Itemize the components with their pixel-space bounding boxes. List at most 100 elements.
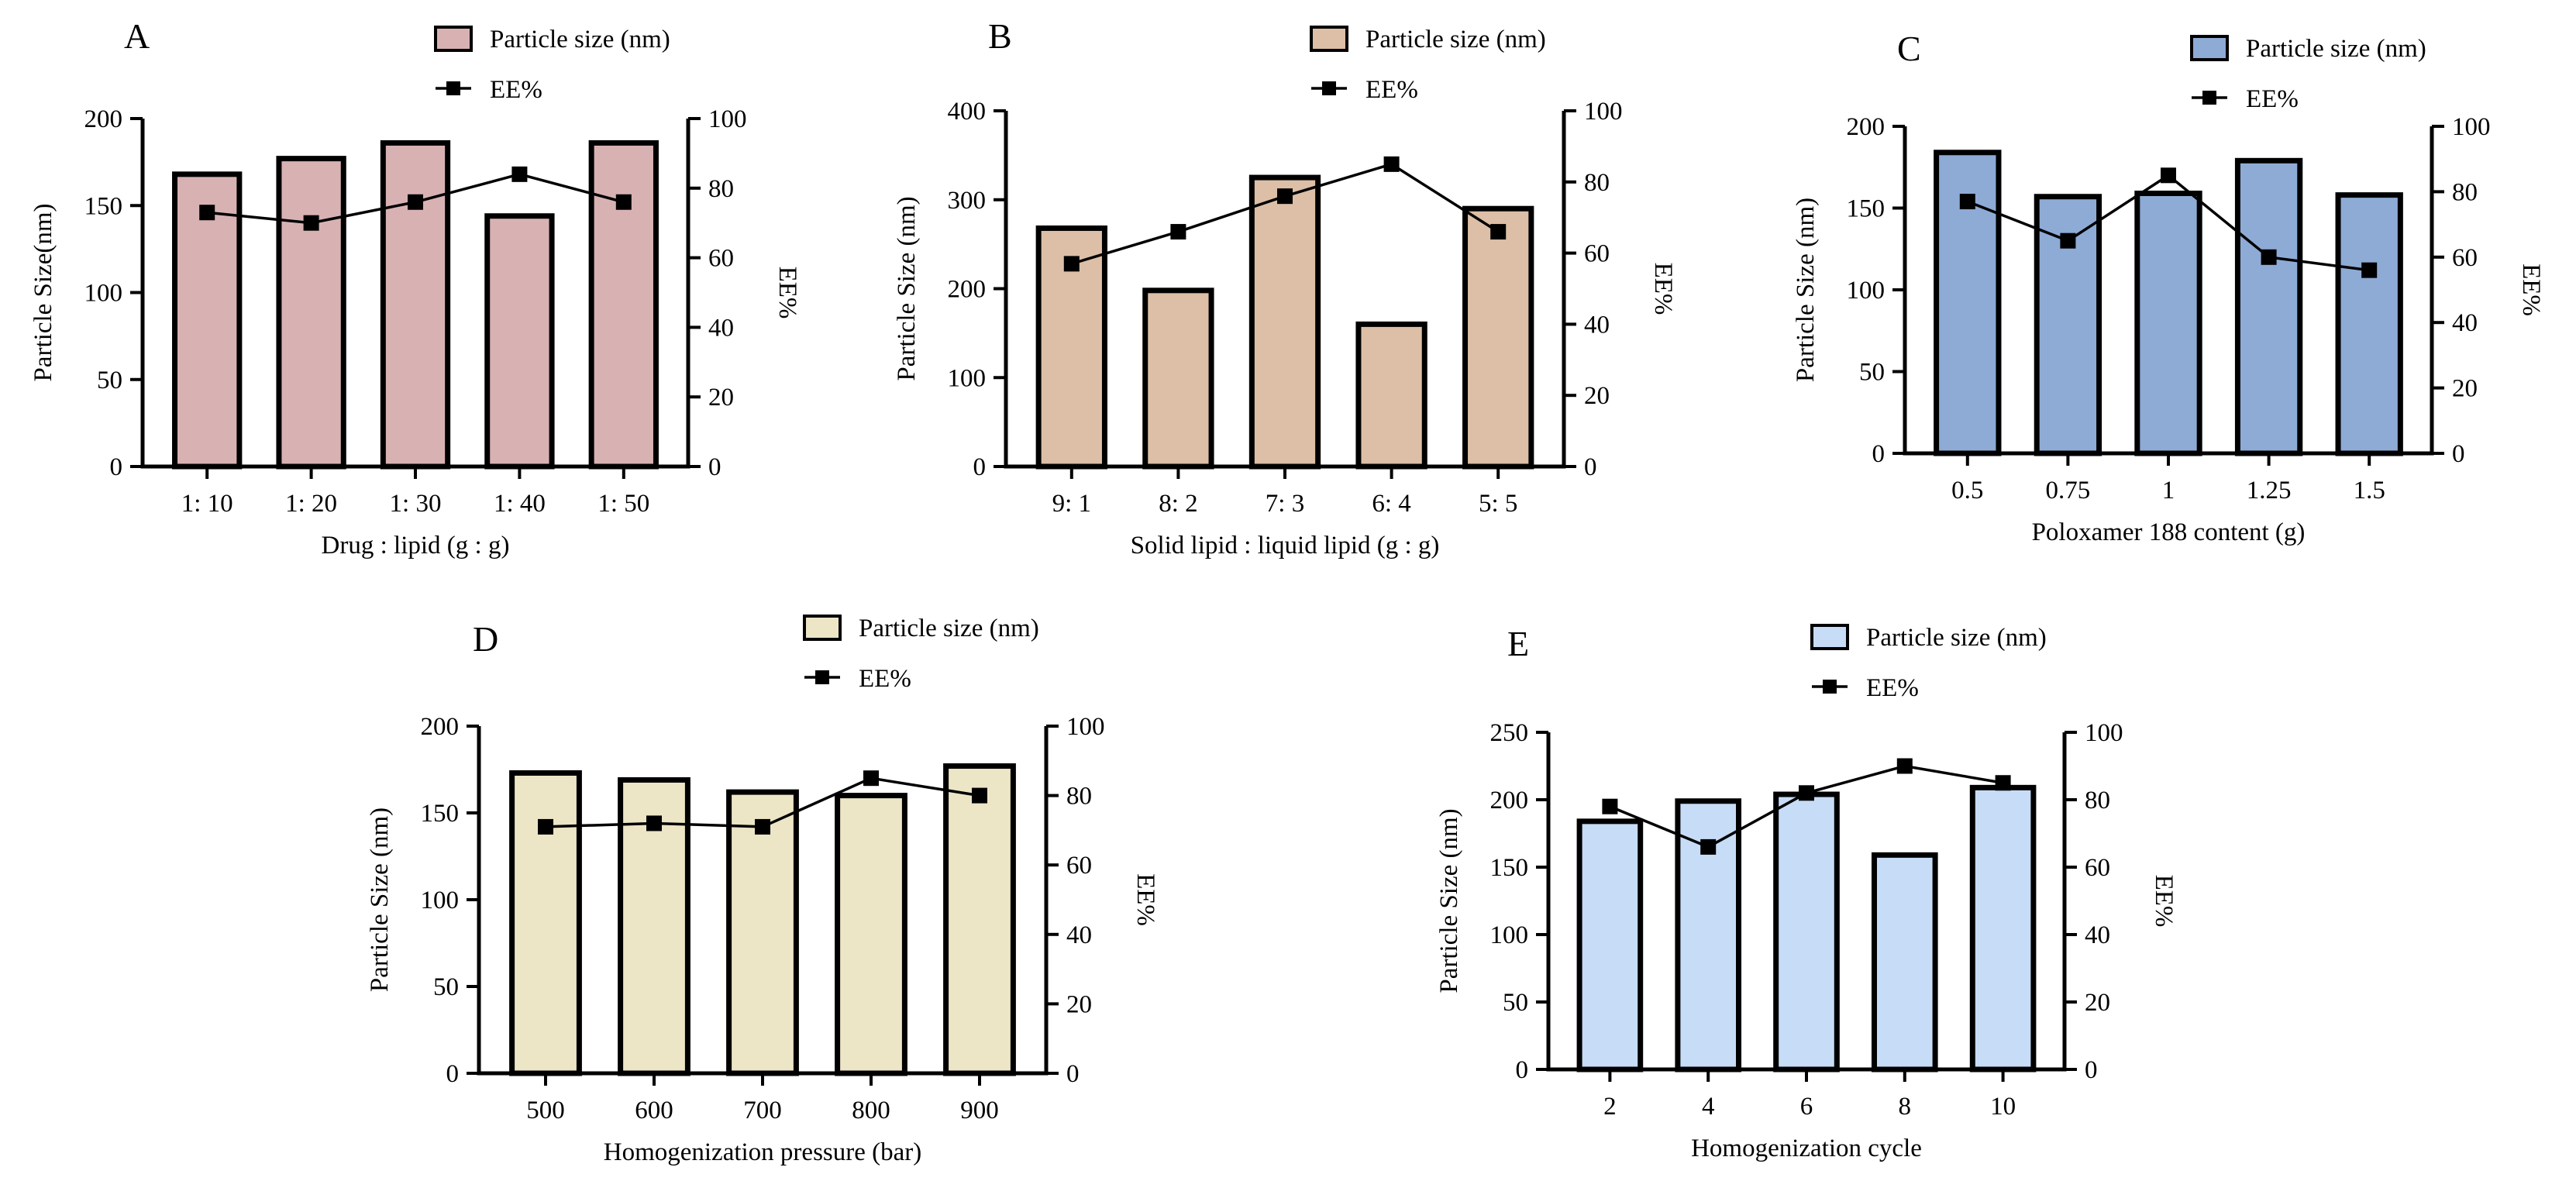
ee-point	[1959, 194, 1975, 210]
bar	[943, 763, 1016, 1076]
x-tick-label: 1.25	[2247, 477, 2292, 504]
right-tick-label: 100	[2085, 719, 2123, 747]
left-tick-label: 300	[948, 187, 987, 215]
left-tick-label: 200	[948, 276, 987, 304]
left-tick-label: 100	[1490, 921, 1529, 949]
legend-bar-label: Particle size (nm)	[490, 26, 670, 53]
x-tick-label: 8: 2	[1159, 490, 1197, 518]
y-axis-title: Particle Size (nm)	[1792, 198, 1820, 382]
bar	[2234, 157, 2303, 456]
right-tick-label: 60	[2085, 854, 2110, 882]
bar	[835, 793, 907, 1076]
x-tick-label: 800	[852, 1097, 890, 1124]
legend-line-label: EE%	[2246, 85, 2299, 113]
ee-point	[408, 194, 423, 210]
bar	[1248, 174, 1321, 470]
x-tick-label: 600	[635, 1097, 673, 1124]
x-axis-title: Solid lipid : liquid lipid (g : g)	[1131, 532, 1440, 560]
panel-letter: D	[473, 619, 498, 659]
left-tick-label: 50	[1503, 989, 1528, 1017]
x-tick-label: 1	[2162, 477, 2175, 504]
right-tick-label: 100	[1584, 98, 1623, 126]
x-axis-title: Homogenization pressure (bar)	[604, 1138, 922, 1166]
panel-letter: A	[124, 16, 150, 56]
left-tick-label: 250	[1490, 719, 1529, 747]
left-tick-label: 50	[433, 973, 459, 1001]
right-tick-label: 80	[1584, 169, 1610, 197]
right-tick-label: 60	[2452, 244, 2478, 272]
ee-point	[2261, 249, 2277, 265]
ee-point	[646, 815, 662, 832]
bar	[588, 139, 659, 470]
legend-line-label: EE%	[1866, 674, 1919, 702]
bar	[1462, 205, 1534, 470]
legend-bar-label: Particle size (nm)	[859, 615, 1039, 642]
x-tick-label: 8	[1899, 1093, 1912, 1121]
bar	[276, 156, 346, 470]
x-tick-label: 700	[743, 1097, 782, 1124]
ee-point	[1383, 156, 1400, 172]
panel-letter: B	[988, 16, 1012, 56]
x-tick-label: 1: 40	[494, 490, 546, 518]
legend-line-label: EE%	[859, 665, 911, 693]
right-tick-label: 40	[1066, 921, 1092, 949]
left-tick-label: 0	[446, 1060, 460, 1088]
x-tick-label: 1: 30	[390, 490, 442, 518]
legend-bar-swatch	[1310, 26, 1348, 52]
left-tick-label: 100	[1847, 277, 1886, 305]
x-tick-label: 9: 1	[1052, 490, 1091, 518]
bar	[618, 776, 690, 1076]
x-axis-title: Drug : lipid (g : g)	[322, 532, 510, 560]
bar	[1773, 791, 1840, 1073]
ee-point	[615, 194, 632, 210]
y2-axis-title: EE%	[1131, 873, 1159, 926]
left-tick-label: 150	[84, 192, 123, 220]
legend-bar-label: Particle size (nm)	[1866, 624, 2047, 652]
y-axis-title: Particle Size (nm)	[366, 807, 394, 992]
right-tick-label: 20	[708, 384, 734, 411]
ee-point	[972, 787, 987, 804]
ee-point	[1896, 758, 1913, 774]
left-tick-label: 50	[97, 367, 122, 394]
bar	[484, 213, 555, 470]
left-tick-label: 100	[84, 280, 123, 308]
x-tick-label: 6	[1800, 1093, 1813, 1121]
right-tick-label: 80	[2085, 787, 2110, 814]
bar	[2335, 192, 2403, 456]
bar	[2134, 191, 2202, 456]
bar	[1355, 321, 1427, 470]
x-axis-title: Homogenization cycle	[1691, 1135, 1922, 1162]
ee-point	[538, 818, 553, 835]
ee-point	[1170, 224, 1186, 240]
legend-line-label: EE%	[1365, 76, 1418, 104]
panel-letter: C	[1897, 29, 1921, 68]
x-tick-label: 7: 3	[1266, 490, 1304, 518]
right-tick-label: 20	[2452, 375, 2478, 403]
bar	[1969, 784, 2037, 1073]
bar	[509, 770, 582, 1076]
right-tick-label: 0	[708, 453, 721, 481]
legend-bar-label: Particle size (nm)	[1365, 26, 1546, 53]
y2-axis-title: EE%	[773, 267, 801, 319]
legend-bar-swatch	[1810, 624, 1849, 650]
y2-axis-title: EE%	[2150, 875, 2178, 928]
y-axis-title: Particle Size (nm)	[893, 196, 921, 380]
left-tick-label: 0	[1516, 1056, 1529, 1084]
y-axis-title: Particle Size (nm)	[1435, 808, 1463, 993]
left-tick-label: 0	[110, 453, 123, 481]
x-tick-label: 5: 5	[1479, 490, 1517, 518]
legend-line-label: EE%	[490, 76, 542, 104]
right-tick-label: 40	[1584, 311, 1610, 339]
x-tick-label: 1.5	[2354, 477, 2385, 504]
ee-point	[755, 818, 770, 835]
left-tick-label: 0	[1872, 440, 1886, 468]
left-tick-label: 150	[1847, 195, 1886, 223]
left-tick-label: 200	[1490, 787, 1529, 814]
x-tick-label: 0.5	[1951, 477, 1983, 504]
right-tick-label: 0	[2085, 1056, 2098, 1084]
legend-bar-swatch	[803, 615, 842, 641]
legend-bar-swatch	[2190, 35, 2229, 61]
ee-point	[1602, 798, 1618, 814]
ee-point	[1490, 224, 1507, 240]
x-tick-label: 0.75	[2046, 477, 2091, 504]
